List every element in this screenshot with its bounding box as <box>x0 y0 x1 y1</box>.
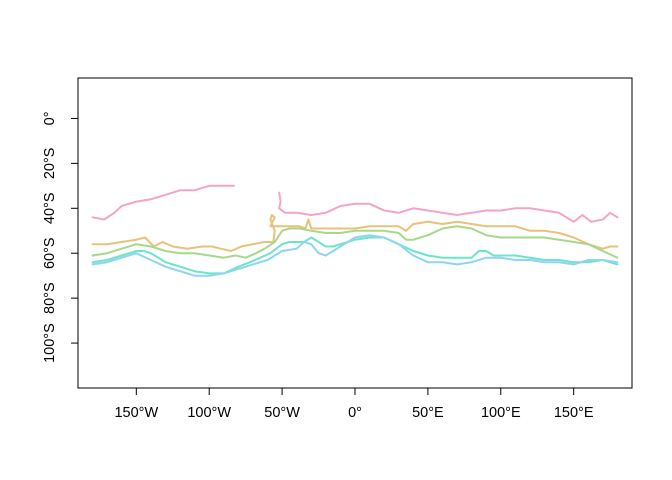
track-line-6 <box>91 234 619 277</box>
y-tick-label: 60°S <box>42 237 58 269</box>
track-line-4 <box>91 225 619 259</box>
x-tick-label: 50°W <box>264 405 300 421</box>
series-layer <box>91 184 619 277</box>
track-line-2 <box>278 191 619 223</box>
x-tick-label: 0° <box>348 405 362 421</box>
x-tick-label: 150°E <box>554 405 594 421</box>
y-tick-label: 20°S <box>42 148 58 180</box>
x-tick-label: 50°E <box>412 405 444 421</box>
y-axis: 0° 20°S 40°S 60°S 80°S 100°S <box>42 111 79 363</box>
x-tick-label: 100°W <box>187 405 231 421</box>
track-line-5 <box>91 236 619 275</box>
x-axis: 150°W 100°W 50°W 0° 50°E 100°E 150°E <box>114 387 594 421</box>
track-line-1 <box>91 184 235 221</box>
track-line-3 <box>91 214 619 252</box>
x-tick-label: 150°W <box>114 405 158 421</box>
y-tick-label: 40°S <box>42 192 58 224</box>
y-tick-label: 0° <box>42 111 58 125</box>
y-tick-label: 80°S <box>42 282 58 314</box>
x-tick-label: 100°E <box>481 405 521 421</box>
y-tick-label: 100°S <box>42 323 58 363</box>
